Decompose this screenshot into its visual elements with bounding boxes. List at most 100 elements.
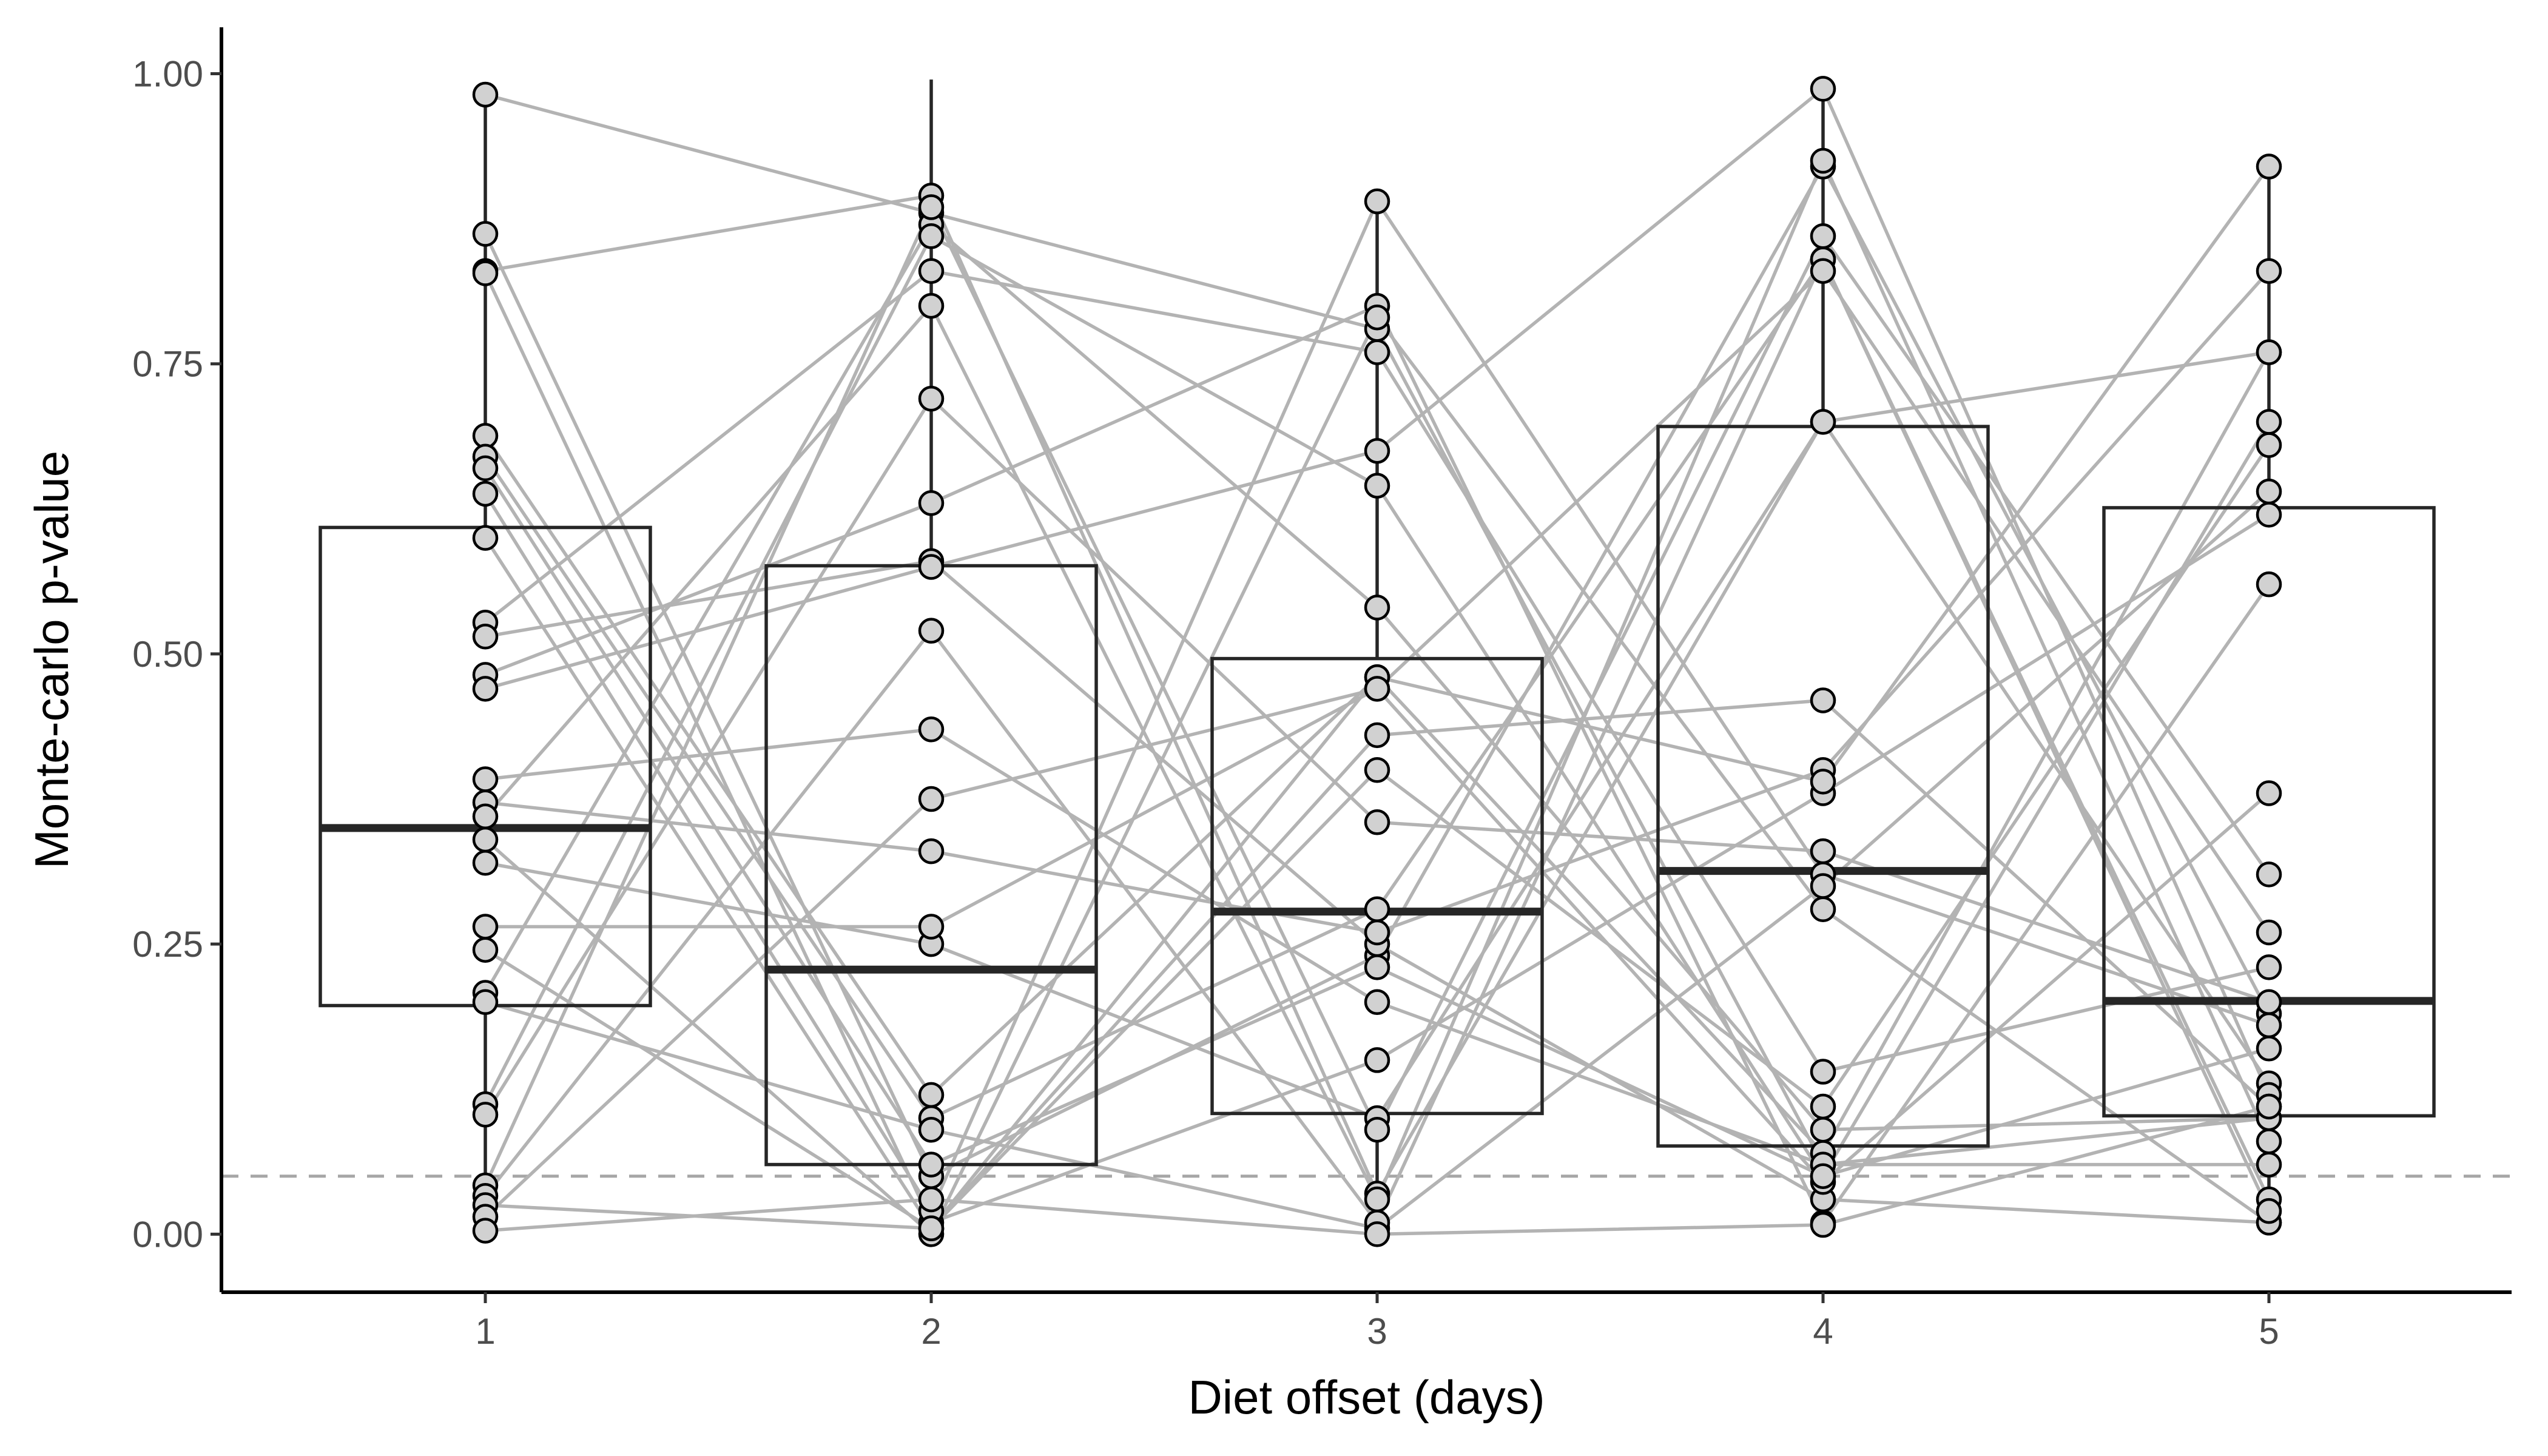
data-point-s14-day1 xyxy=(472,766,499,792)
data-point-s17-day1 xyxy=(472,826,499,853)
data-point-s29-day5 xyxy=(2256,1093,2282,1120)
data-point-s28-day5 xyxy=(2256,919,2282,946)
data-point-s13-day2 xyxy=(918,554,945,580)
data-point-s4-day5 xyxy=(2256,502,2282,528)
data-point-s9-day4 xyxy=(1810,1093,1836,1120)
data-point-s6-day3 xyxy=(1364,896,1390,923)
data-point-s9-day3 xyxy=(1364,757,1390,783)
data-point-s22-day5 xyxy=(2256,478,2282,505)
data-point-s21-day3 xyxy=(1364,595,1390,621)
y-tick-label: 0.50 xyxy=(132,634,203,675)
data-point-s19-day5 xyxy=(2256,780,2282,806)
x-tick-label: 5 xyxy=(2259,1311,2279,1352)
data-point-s23-day5 xyxy=(2256,1036,2282,1062)
data-point-s29-day2 xyxy=(918,1186,945,1213)
data-point-s12-day2 xyxy=(918,490,945,516)
data-point-s9-day1 xyxy=(472,525,499,551)
data-point-s17-day3 xyxy=(1364,304,1390,331)
data-point-s29-day3 xyxy=(1364,1221,1390,1247)
x-tick-label: 1 xyxy=(475,1311,495,1352)
data-point-s7-day3 xyxy=(1364,954,1390,980)
data-point-s24-day2 xyxy=(918,385,945,412)
data-point-s2-day1 xyxy=(472,221,499,247)
data-point-s18-day1 xyxy=(472,849,499,876)
data-point-s10-day2 xyxy=(918,258,945,284)
data-point-s28-day2 xyxy=(918,786,945,812)
x-tick-label: 3 xyxy=(1367,1311,1387,1352)
data-point-s25-day2 xyxy=(918,194,945,220)
data-point-s20-day1 xyxy=(472,937,499,963)
data-point-s23-day2 xyxy=(918,223,945,249)
data-point-s1-day1 xyxy=(472,81,499,108)
data-point-s18-day4 xyxy=(1810,409,1836,435)
data-point-s15-day5 xyxy=(2256,258,2282,284)
data-point-s12-day5 xyxy=(2256,571,2282,598)
data-point-s29-day1 xyxy=(472,1218,499,1244)
data-point-s16-day3 xyxy=(1364,1186,1390,1213)
data-point-s24-day5 xyxy=(2256,989,2282,1016)
data-point-s21-day4 xyxy=(1810,1116,1836,1143)
data-point-s26-day5 xyxy=(2256,1198,2282,1224)
data-point-s7-day5 xyxy=(2256,409,2282,435)
data-point-s19-day2 xyxy=(918,914,945,940)
data-point-s14-day5 xyxy=(2256,1151,2282,1178)
data-point-s25-day4 xyxy=(1810,223,1836,249)
data-point-s8-day5 xyxy=(2256,1012,2282,1039)
data-point-s26-day2 xyxy=(918,618,945,644)
data-point-s15-day2 xyxy=(918,838,945,864)
data-point-s16-day4 xyxy=(1810,147,1836,174)
data-point-s25-day5 xyxy=(2256,861,2282,888)
points-layer xyxy=(472,76,2282,1247)
data-point-s17-day4 xyxy=(1810,896,1836,923)
data-point-s16-day5 xyxy=(2256,1128,2282,1154)
data-point-s28-day4 xyxy=(1810,258,1836,284)
data-point-s27-day4 xyxy=(1810,769,1836,795)
data-point-s25-day3 xyxy=(1364,1116,1390,1143)
data-point-s8-day1 xyxy=(472,480,499,507)
data-point-s22-day2 xyxy=(918,1116,945,1143)
y-tick-label: 1.00 xyxy=(132,54,203,95)
x-axis-title: Diet offset (days) xyxy=(1188,1370,1545,1424)
data-point-s16-day2 xyxy=(918,292,945,319)
ticks-layer: 0.00 0.25 0.50 0.75 1.00 1 2 3 4 5 xyxy=(132,54,2279,1352)
data-point-s16-day1 xyxy=(472,803,499,829)
y-tick-label: 0.75 xyxy=(132,344,203,385)
data-point-s10-day4 xyxy=(1810,1059,1836,1085)
data-point-s10-day3 xyxy=(1364,339,1390,365)
data-point-s24-day1 xyxy=(472,1102,499,1128)
data-point-s23-day4 xyxy=(1810,1163,1836,1189)
data-point-s22-day4 xyxy=(1810,873,1836,899)
data-point-s14-day3 xyxy=(1364,989,1390,1016)
data-point-s9-day5 xyxy=(2256,432,2282,458)
data-point-s13-day3 xyxy=(1364,437,1390,464)
data-point-s18-day5 xyxy=(2256,339,2282,365)
data-point-s20-day4 xyxy=(1810,687,1836,713)
data-point-s8-day3 xyxy=(1364,188,1390,215)
x-tick-label: 2 xyxy=(921,1311,941,1352)
data-point-s22-day1 xyxy=(472,989,499,1016)
data-point-s11-day1 xyxy=(472,623,499,650)
y-tick-label: 0.00 xyxy=(132,1214,203,1255)
data-point-s14-day2 xyxy=(918,716,945,743)
data-point-s4-day1 xyxy=(472,260,499,286)
data-point-s4-day3 xyxy=(1364,1047,1390,1073)
data-point-s7-day2 xyxy=(918,1151,945,1178)
axes-layer xyxy=(220,27,2512,1294)
y-tick-label: 0.25 xyxy=(132,924,203,965)
data-point-s28-day3 xyxy=(1364,676,1390,702)
data-point-s27-day5 xyxy=(2256,153,2282,180)
data-point-s5-day2 xyxy=(918,1082,945,1108)
data-point-s15-day3 xyxy=(1364,919,1390,946)
data-point-s10-day5 xyxy=(2256,954,2282,980)
data-point-s13-day4 xyxy=(1810,76,1836,102)
data-point-s13-day1 xyxy=(472,676,499,702)
data-point-s19-day1 xyxy=(472,914,499,940)
data-point-s29-day4 xyxy=(1810,1212,1836,1238)
data-point-s24-day4 xyxy=(1810,838,1836,864)
x-tick-label: 4 xyxy=(1813,1311,1833,1352)
data-point-s7-day1 xyxy=(472,455,499,482)
box-day-2 xyxy=(764,79,1098,1235)
data-point-s27-day2 xyxy=(918,1215,945,1242)
